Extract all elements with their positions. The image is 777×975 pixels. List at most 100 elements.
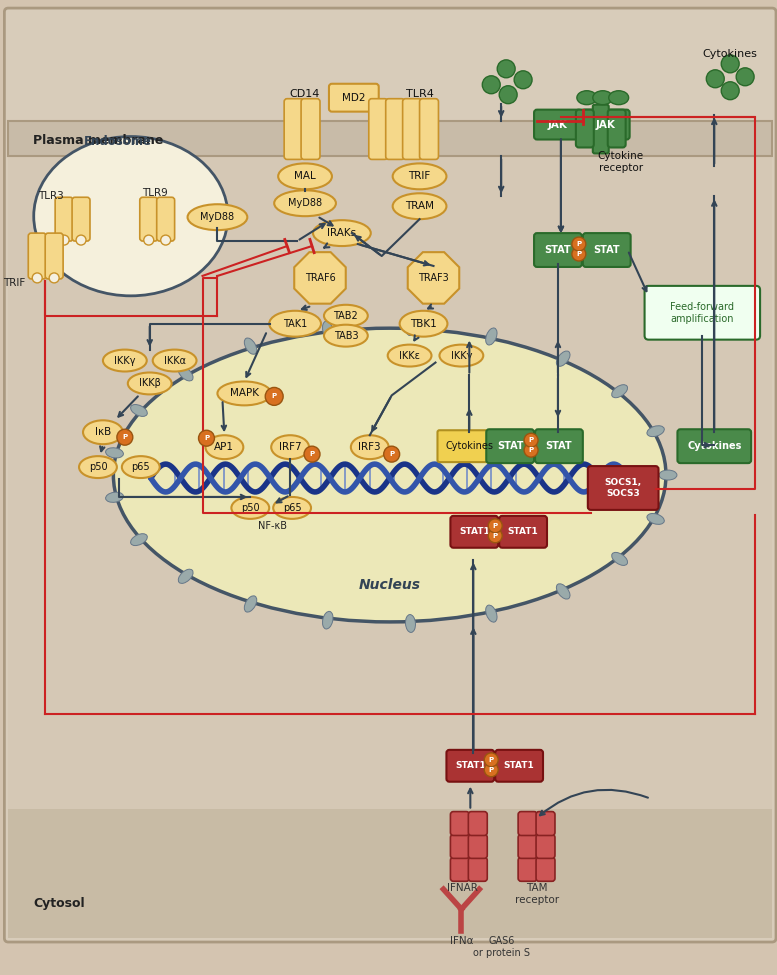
FancyBboxPatch shape xyxy=(583,233,631,267)
Ellipse shape xyxy=(611,385,628,398)
Text: TRAM: TRAM xyxy=(405,201,434,212)
Text: P: P xyxy=(272,393,277,400)
FancyBboxPatch shape xyxy=(535,429,583,463)
Text: IRF3: IRF3 xyxy=(358,443,381,452)
Circle shape xyxy=(484,762,498,777)
Circle shape xyxy=(497,59,515,78)
Text: P: P xyxy=(489,757,494,762)
Text: MAPK: MAPK xyxy=(230,388,259,399)
Bar xyxy=(9,156,772,808)
Ellipse shape xyxy=(106,448,124,458)
FancyBboxPatch shape xyxy=(451,857,469,881)
Ellipse shape xyxy=(274,497,311,519)
Circle shape xyxy=(265,387,283,406)
Ellipse shape xyxy=(486,328,497,345)
FancyBboxPatch shape xyxy=(469,811,487,836)
Text: MyD88: MyD88 xyxy=(200,213,235,222)
FancyBboxPatch shape xyxy=(536,835,555,858)
Ellipse shape xyxy=(178,569,193,583)
Bar xyxy=(9,121,772,156)
FancyBboxPatch shape xyxy=(499,516,547,548)
Text: GAS6
or protein S: GAS6 or protein S xyxy=(472,936,530,957)
FancyBboxPatch shape xyxy=(451,516,498,548)
Text: IκB: IκB xyxy=(95,427,111,437)
Bar xyxy=(9,808,772,938)
Text: TRAF6: TRAF6 xyxy=(305,273,336,283)
FancyBboxPatch shape xyxy=(576,109,594,147)
FancyBboxPatch shape xyxy=(329,84,378,111)
Ellipse shape xyxy=(577,91,597,104)
Text: Endosome: Endosome xyxy=(84,135,152,148)
Ellipse shape xyxy=(486,605,497,622)
Circle shape xyxy=(514,71,532,89)
FancyBboxPatch shape xyxy=(28,233,46,279)
Text: P: P xyxy=(577,251,581,257)
Ellipse shape xyxy=(83,420,123,445)
Text: STAT: STAT xyxy=(545,245,571,255)
Ellipse shape xyxy=(131,405,148,416)
Ellipse shape xyxy=(556,584,570,599)
FancyBboxPatch shape xyxy=(301,98,320,160)
Text: IFNα: IFNα xyxy=(450,936,473,946)
Text: IRF7: IRF7 xyxy=(279,443,301,452)
Circle shape xyxy=(484,753,498,766)
Ellipse shape xyxy=(274,190,336,216)
Text: IKKα: IKKα xyxy=(164,356,186,366)
Text: STAT1: STAT1 xyxy=(507,527,538,536)
Ellipse shape xyxy=(106,492,124,502)
Text: P: P xyxy=(309,451,315,457)
Ellipse shape xyxy=(269,311,321,336)
Text: P: P xyxy=(493,523,498,528)
Text: p50: p50 xyxy=(89,462,107,472)
Circle shape xyxy=(76,235,86,245)
Polygon shape xyxy=(408,253,459,303)
FancyBboxPatch shape xyxy=(284,98,303,160)
Ellipse shape xyxy=(608,91,629,104)
FancyBboxPatch shape xyxy=(369,98,388,160)
Text: TAM
receptor: TAM receptor xyxy=(515,883,559,905)
Ellipse shape xyxy=(659,470,677,480)
Text: IKKγ: IKKγ xyxy=(114,356,136,366)
FancyBboxPatch shape xyxy=(518,857,537,881)
FancyBboxPatch shape xyxy=(678,429,751,463)
Text: TRAF3: TRAF3 xyxy=(418,273,449,283)
Text: P: P xyxy=(489,766,494,773)
FancyBboxPatch shape xyxy=(608,109,625,147)
Text: Cytokines: Cytokines xyxy=(445,441,493,451)
Ellipse shape xyxy=(278,164,332,189)
Ellipse shape xyxy=(399,311,448,336)
FancyBboxPatch shape xyxy=(402,98,422,160)
Circle shape xyxy=(161,235,171,245)
Text: P: P xyxy=(577,241,581,247)
Ellipse shape xyxy=(324,305,368,327)
Ellipse shape xyxy=(79,456,117,478)
Text: p50: p50 xyxy=(241,503,260,513)
Ellipse shape xyxy=(187,204,247,230)
Ellipse shape xyxy=(218,381,271,406)
Circle shape xyxy=(488,528,502,543)
Circle shape xyxy=(499,86,517,103)
FancyBboxPatch shape xyxy=(469,857,487,881)
Ellipse shape xyxy=(313,220,371,246)
Ellipse shape xyxy=(322,611,333,629)
Text: TLR9: TLR9 xyxy=(142,188,168,198)
Text: SOCS1,
SOCS3: SOCS1, SOCS3 xyxy=(605,479,642,497)
Text: CD14: CD14 xyxy=(290,89,320,98)
FancyBboxPatch shape xyxy=(593,104,608,153)
FancyBboxPatch shape xyxy=(451,811,469,836)
FancyBboxPatch shape xyxy=(451,835,469,858)
Text: P: P xyxy=(122,434,127,441)
Text: Cytokines: Cytokines xyxy=(702,49,758,58)
Ellipse shape xyxy=(392,193,447,219)
Ellipse shape xyxy=(440,344,483,367)
Text: IKKβ: IKKβ xyxy=(139,378,161,388)
Circle shape xyxy=(572,247,586,261)
Ellipse shape xyxy=(324,325,368,347)
Ellipse shape xyxy=(556,351,570,367)
Ellipse shape xyxy=(647,514,664,525)
FancyBboxPatch shape xyxy=(588,466,659,510)
Ellipse shape xyxy=(113,329,666,622)
Ellipse shape xyxy=(593,91,613,104)
Circle shape xyxy=(59,235,69,245)
Text: MAL: MAL xyxy=(294,172,316,181)
